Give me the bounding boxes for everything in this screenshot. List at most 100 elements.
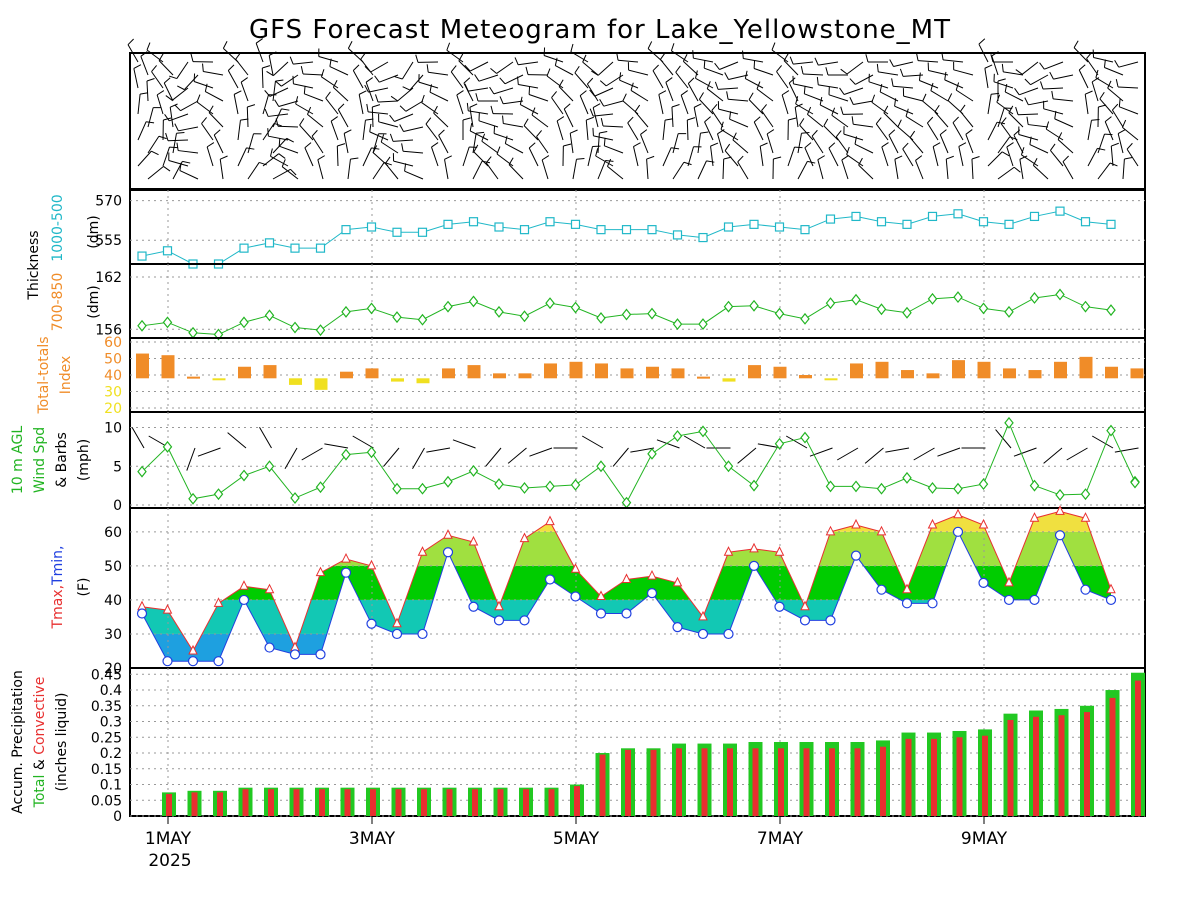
upper-air-barb-flag (399, 105, 407, 112)
upper-air-barb-flag (799, 118, 805, 126)
thickness-1000-500-point (749, 219, 759, 229)
upper-air-barb (570, 51, 589, 63)
thickness-1000-500-point (825, 214, 836, 224)
upper-air-barb-flag (918, 72, 921, 81)
upper-air-barb (541, 159, 549, 180)
upper-air-barb-flag (600, 118, 604, 127)
upper-air-barb (227, 70, 239, 89)
upper-air-barb-flag (1107, 80, 1112, 89)
upper-air-barb (293, 61, 314, 65)
upper-air-barb-flag (599, 80, 607, 87)
upper-air-barb-flag (474, 74, 480, 82)
upper-air-barb-flag (1062, 155, 1069, 163)
wind-label-1: 10 m AGL (10, 426, 26, 495)
upper-air-barb-flag (1015, 69, 1023, 75)
thickness-1000-500-tick-label: 570 (95, 194, 122, 210)
upper-air-barb-flag (1086, 52, 1093, 59)
upper-air-barb (579, 95, 589, 115)
upper-air-barb (894, 105, 914, 115)
upper-air-barb (255, 43, 264, 63)
upper-air-barb (378, 121, 399, 128)
upper-air-barb (1087, 120, 1092, 141)
upper-air-barb (343, 133, 349, 154)
thickness-1000-500-point (545, 217, 555, 227)
upper-air-barb-flag (1104, 116, 1112, 122)
upper-air-barb-flag (164, 114, 170, 122)
upper-air-barb-flag (1024, 78, 1031, 86)
upper-air-barb-flag (804, 142, 812, 149)
total-totals-bar (697, 376, 710, 379)
tmax-point (621, 573, 632, 583)
upper-air-barb (472, 133, 477, 154)
upper-air-barb (235, 58, 249, 76)
upper-air-barb-flag (1049, 71, 1054, 80)
upper-air-barb-flag (1024, 97, 1029, 106)
tmax-point (1106, 583, 1116, 594)
thickness-700-850-point (239, 316, 249, 329)
upper-air-barb (797, 133, 802, 154)
thickness-1000-500-point (1004, 219, 1014, 229)
surface-wind-barb (352, 435, 374, 449)
thickness-1000-500-point (392, 227, 402, 237)
upper-air-barb-flag (531, 107, 536, 116)
upper-air-barb (183, 74, 199, 90)
upper-air-barb-flag (737, 155, 744, 163)
surface-wind-barb (324, 443, 349, 449)
upper-air-barb-flag (849, 97, 854, 105)
upper-air-barb (722, 158, 725, 180)
upper-air-barb (404, 170, 424, 180)
surface-wind-barb (529, 447, 553, 457)
upper-air-barb-flag (541, 155, 550, 161)
surface-wind-barb (485, 447, 502, 467)
wind-speed-point (162, 440, 173, 453)
upper-air-barb (1028, 124, 1049, 128)
wind-speed-tick-label: 0 (113, 498, 122, 514)
upper-air-barb (828, 94, 849, 102)
thickness-1000-500-point (264, 238, 275, 248)
upper-air-barb (233, 94, 239, 115)
upper-air-barb-flag (811, 129, 818, 137)
thickness-700-850-point (494, 305, 504, 318)
upper-air-barb (1118, 86, 1139, 89)
upper-air-barb-flag (579, 90, 587, 96)
upper-air-barb-flag (163, 77, 171, 84)
upper-air-barb (695, 77, 714, 89)
upper-air-barb-flag (433, 105, 438, 114)
thickness-700-850-point (927, 292, 938, 305)
upper-air-barb (997, 107, 1005, 128)
upper-air-barb-flag (264, 108, 269, 117)
thickness-700-850-point (468, 295, 479, 308)
upper-air-barb (930, 90, 949, 102)
upper-air-barb (273, 61, 289, 77)
upper-air-barb-flag (603, 137, 606, 146)
upper-air-barb-flag (502, 115, 504, 124)
upper-air-barb-flag (489, 86, 495, 95)
upper-air-barb-flag (858, 157, 863, 166)
upper-air-barb (156, 94, 164, 115)
upper-air-barb-flag (947, 93, 953, 101)
upper-air-barb (662, 147, 672, 167)
upper-air-barb-flag (683, 161, 692, 166)
upper-air-barb (704, 121, 714, 141)
upper-air-barb-flag (365, 77, 373, 83)
upper-air-barb-flag (627, 116, 634, 124)
surface-wind-barb (937, 447, 961, 457)
upper-air-barb-flag (630, 82, 634, 91)
upper-air-barb-flag (1095, 69, 1099, 78)
upper-air-barb-flag (756, 81, 761, 90)
tmin-point (850, 550, 862, 561)
upper-air-barb (429, 91, 449, 102)
upper-air-barb (433, 112, 449, 128)
upper-air-barb (162, 146, 170, 167)
upper-air-barb-flag (773, 156, 782, 160)
upper-air-barb-flag (687, 77, 695, 84)
upper-air-barb (1119, 106, 1139, 115)
total-totals-bar (263, 365, 277, 379)
upper-air-barb (603, 125, 624, 128)
precip-convective-bar (548, 789, 555, 816)
upper-air-barb-flag (264, 90, 271, 97)
upper-air-barb (1104, 67, 1124, 76)
upper-air-barb-flag (329, 58, 332, 67)
wind-speed-point (213, 488, 224, 501)
